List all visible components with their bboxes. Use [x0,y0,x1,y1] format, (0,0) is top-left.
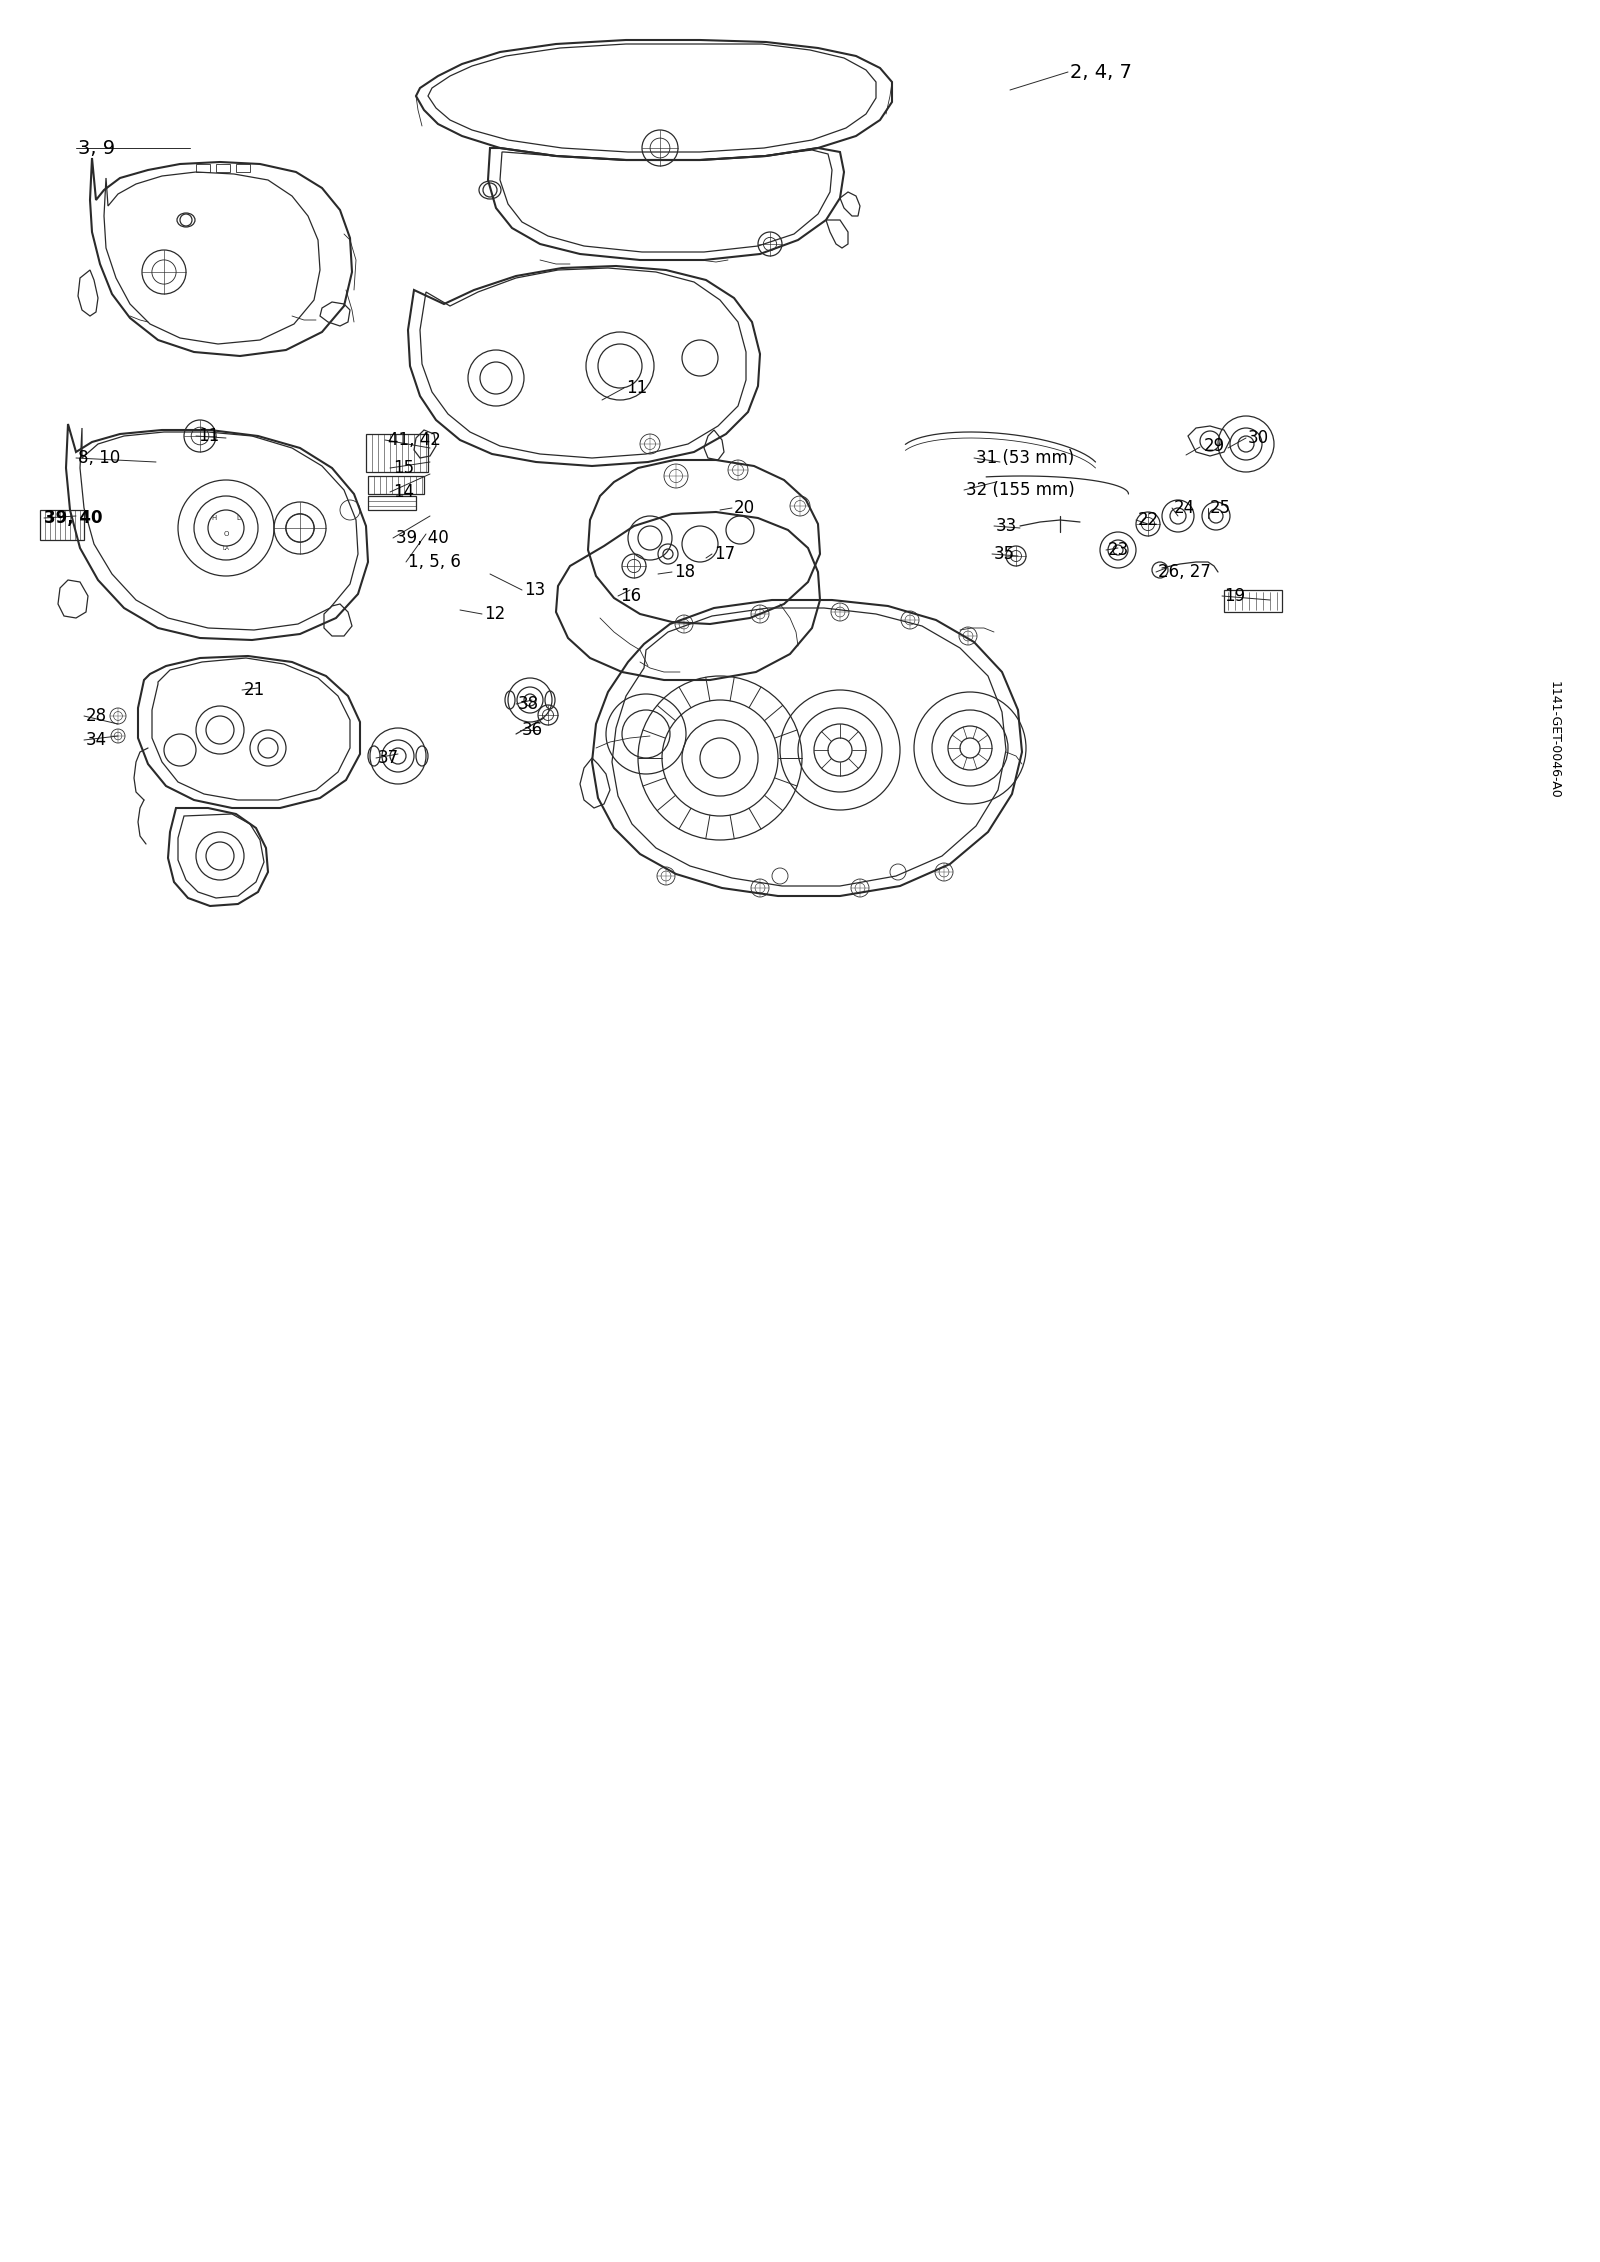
Text: O: O [224,532,229,536]
Bar [368,475,424,493]
Text: 30: 30 [1248,430,1269,448]
Bar [366,434,429,473]
Text: 31 (53 mm): 31 (53 mm) [976,448,1074,466]
Text: 20: 20 [734,500,755,518]
Text: 18: 18 [674,563,694,581]
Text: L: L [237,516,240,520]
Text: 28: 28 [86,708,107,726]
Text: 11: 11 [626,380,648,398]
Text: 1141-GET-0046-A0: 1141-GET-0046-A0 [1549,681,1562,798]
Text: 34: 34 [86,731,107,749]
Text: LA: LA [222,545,229,550]
Bar [368,495,416,509]
Text: 1, 5, 6: 1, 5, 6 [408,552,461,570]
Text: 3, 9: 3, 9 [78,138,115,158]
Bar [40,509,83,541]
Text: 15: 15 [394,459,414,477]
Text: 19: 19 [1224,588,1245,604]
Text: 39, 40: 39, 40 [397,529,448,547]
Text: 13: 13 [525,581,546,599]
Text: 36: 36 [522,722,542,740]
Text: 37: 37 [378,749,398,767]
Text: 17: 17 [714,545,734,563]
Text: 24: 24 [1174,500,1195,518]
Text: 2, 4, 7: 2, 4, 7 [1070,63,1131,81]
Text: 16: 16 [621,588,642,604]
Text: 14: 14 [394,484,414,500]
Bar [195,165,210,172]
Text: 11: 11 [198,428,219,446]
Text: 12: 12 [483,604,506,622]
Text: 38: 38 [518,694,539,713]
Bar [216,165,230,172]
Text: 39, 40: 39, 40 [45,509,102,527]
Text: 29: 29 [1205,437,1226,455]
Text: 32 (155 mm): 32 (155 mm) [966,482,1075,500]
Text: 35: 35 [994,545,1014,563]
Text: 8, 10: 8, 10 [78,448,120,466]
Bar [1224,590,1282,613]
Bar [237,165,250,172]
Text: 23: 23 [1107,541,1130,559]
Text: 21: 21 [243,681,266,699]
Text: 33: 33 [995,518,1018,536]
Text: 41, 42: 41, 42 [387,432,442,448]
Text: H: H [211,516,216,520]
Text: 25: 25 [1210,500,1230,518]
Text: 26, 27: 26, 27 [1158,563,1211,581]
Text: 22: 22 [1138,511,1160,529]
